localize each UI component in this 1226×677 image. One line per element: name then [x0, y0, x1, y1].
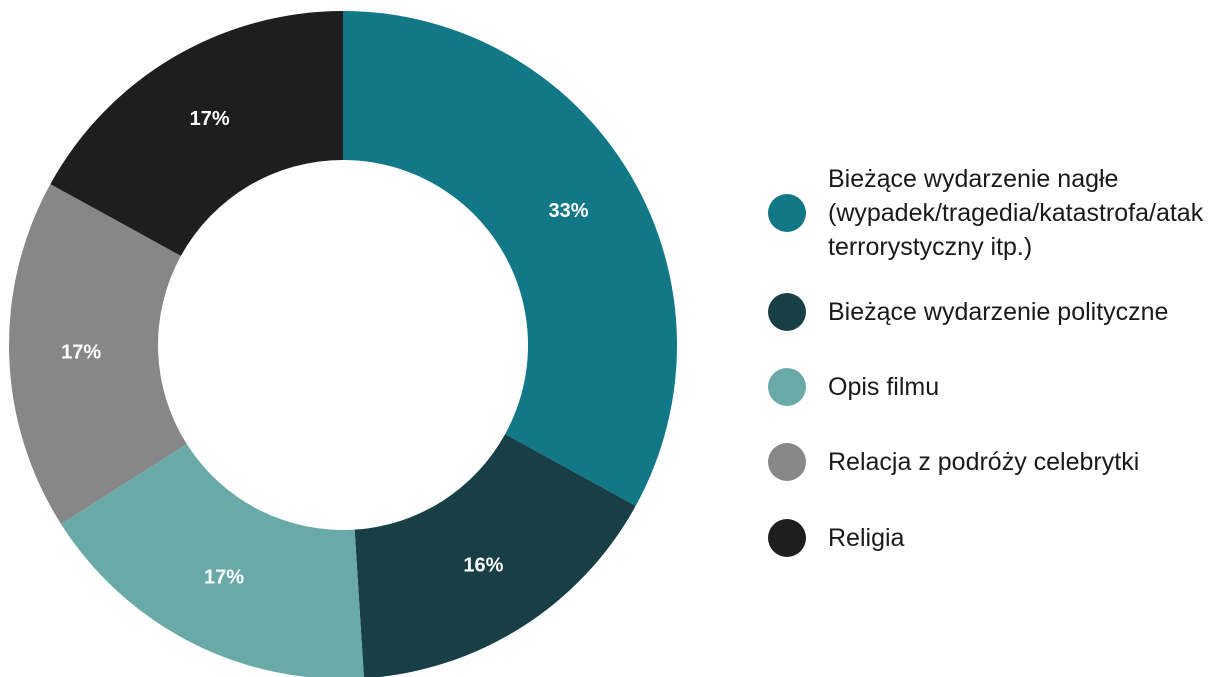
legend-item: Bieżące wydarzenie nagłe (wypadek/traged… — [768, 162, 1204, 264]
slice — [8, 184, 187, 524]
legend-swatch — [768, 368, 806, 406]
legend-item: Opis filmu — [768, 368, 1218, 406]
donut: 33% 16% 17% 17% 17% — [8, 11, 677, 677]
legend-label: Religia — [828, 524, 905, 552]
legend-label: Relacja z podróży celebrytki — [828, 448, 1140, 476]
legend-swatch — [768, 194, 806, 232]
legend-swatch — [768, 519, 806, 557]
slice — [354, 434, 636, 677]
slice — [60, 444, 364, 677]
legend-swatch — [768, 443, 806, 481]
legend-item: Religia — [768, 519, 1218, 557]
legend-label: Opis filmu — [828, 373, 940, 401]
legend-label: Bieżące wydarzenie polityczne — [828, 298, 1169, 326]
data-label: 33% — [548, 200, 588, 222]
legend-item: Bieżące wydarzenie polityczne — [768, 293, 1218, 331]
data-label: 17% — [61, 342, 101, 364]
legend-item: Relacja z podróży celebrytki — [768, 443, 1218, 481]
legend-swatch — [768, 293, 806, 331]
data-label: 17% — [190, 108, 230, 130]
slice — [50, 11, 343, 256]
slice — [343, 11, 677, 506]
legend-label: Bieżące wydarzenie nagłe (wypadek/traged… — [828, 165, 1204, 261]
data-label: 16% — [463, 554, 503, 576]
data-label: 17% — [204, 567, 244, 589]
